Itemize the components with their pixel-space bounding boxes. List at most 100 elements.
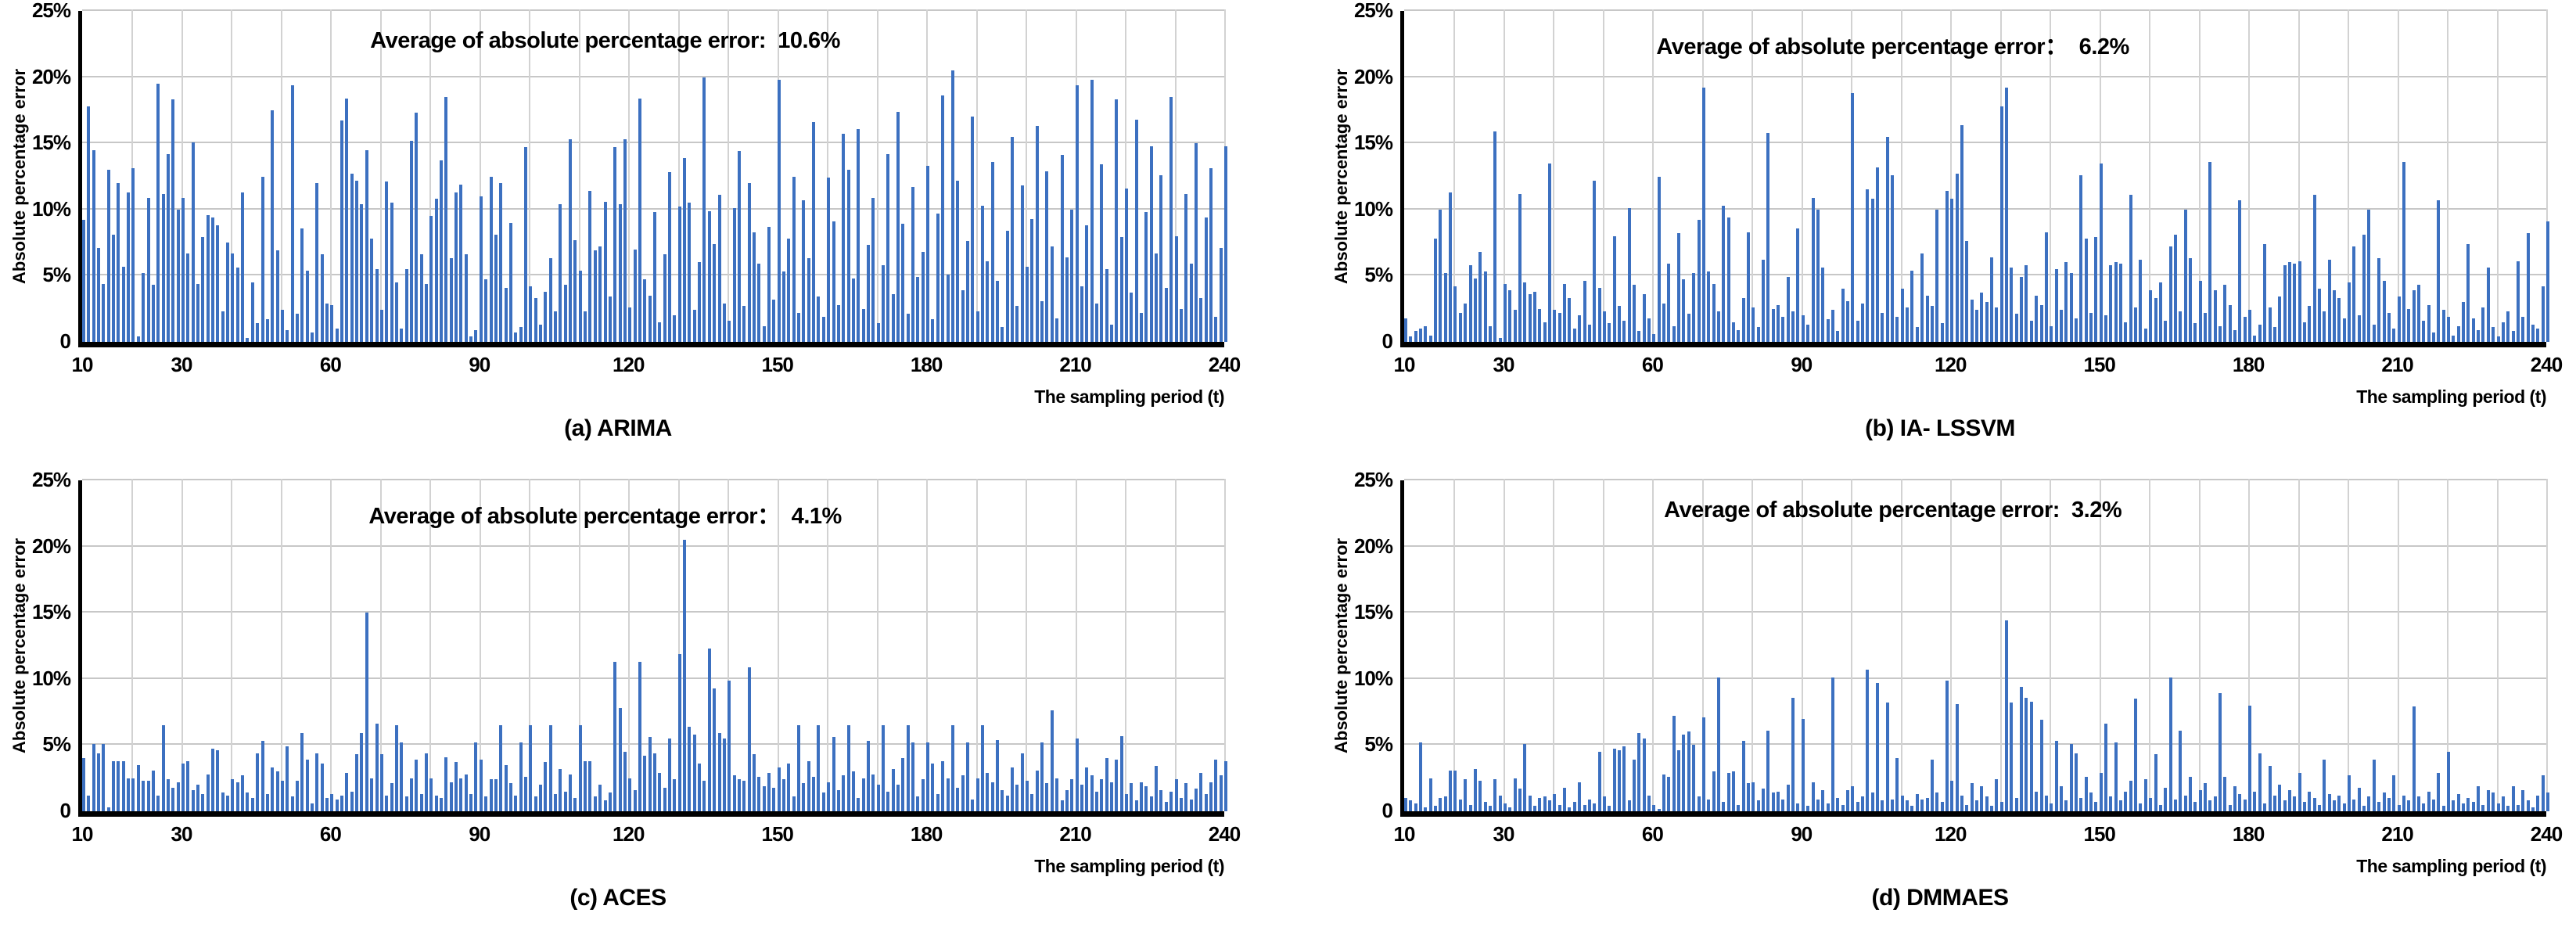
bar: [2456, 325, 2460, 342]
bar: [1831, 310, 1834, 342]
bar: [504, 287, 508, 342]
bar: [1965, 804, 1969, 811]
bar: [1751, 782, 1755, 811]
bar: [2059, 785, 2063, 811]
bar: [821, 792, 825, 811]
vertical-gridline: [578, 479, 580, 811]
bar: [2089, 312, 2093, 342]
bar: [563, 791, 567, 811]
bar: [1930, 306, 1934, 342]
bar: [2074, 753, 2078, 811]
bar: [2054, 268, 2058, 342]
x-tick-label: 60: [1641, 822, 1664, 846]
bar: [1578, 315, 1582, 342]
bar: [1881, 312, 1884, 342]
bar: [2337, 298, 2341, 342]
bar: [1647, 795, 1651, 811]
bar: [151, 285, 155, 342]
bar: [1144, 785, 1148, 811]
bar: [1796, 228, 1800, 342]
bar: [544, 291, 548, 342]
bar: [2233, 329, 2237, 342]
bar: [717, 195, 721, 342]
bar: [1751, 307, 1755, 342]
bar: [1712, 771, 1716, 811]
bar: [2437, 199, 2441, 342]
bar: [2219, 693, 2222, 811]
bar: [688, 203, 692, 342]
bar: [1503, 803, 1507, 811]
bar: [2531, 807, 2535, 811]
bar: [206, 774, 210, 811]
bar: [156, 795, 160, 811]
bar: [1528, 795, 1532, 811]
bar: [1701, 717, 1705, 811]
bar: [1672, 716, 1676, 811]
bar: [802, 199, 806, 342]
bar: [683, 540, 687, 811]
bar: [1647, 318, 1651, 342]
bar: [1731, 771, 1735, 811]
bar: [2124, 322, 2128, 342]
horizontal-gridline: [82, 611, 1226, 613]
bar: [2193, 802, 2197, 811]
bar: [2352, 246, 2356, 342]
vertical-gridline: [2099, 479, 2101, 811]
bar: [335, 799, 339, 811]
bar: [444, 96, 448, 342]
x-tick-label: 210: [1059, 822, 1091, 846]
bar: [1856, 320, 1859, 342]
bar: [2064, 262, 2068, 342]
bar: [1404, 318, 1407, 342]
bar: [2318, 289, 2321, 342]
bar: [156, 84, 160, 342]
bar: [375, 268, 379, 342]
vertical-gridline: [1801, 479, 1803, 811]
bar: [1179, 798, 1183, 811]
bar: [747, 182, 751, 342]
bar: [1920, 799, 1924, 811]
bar: [921, 251, 925, 342]
bar: [554, 311, 558, 342]
bar: [1885, 136, 1889, 342]
bar: [360, 733, 364, 811]
bar: [1140, 312, 1144, 342]
bar: [1856, 802, 1859, 811]
bar: [2164, 320, 2168, 342]
bar: [379, 310, 383, 342]
bar: [737, 779, 741, 811]
bar: [2278, 785, 2282, 811]
bar: [1716, 677, 1720, 811]
bar: [1155, 766, 1159, 811]
bar: [2496, 336, 2500, 342]
x-tick-label: 10: [1393, 822, 1416, 846]
bar: [777, 767, 781, 811]
bar: [1219, 775, 1223, 811]
y-tick-label: 0: [59, 798, 72, 822]
bar: [2372, 325, 2376, 342]
bar: [2541, 286, 2545, 342]
bar: [385, 181, 389, 342]
bar: [1741, 298, 1745, 342]
bar: [2412, 290, 2416, 342]
bar: [2253, 791, 2257, 811]
vertical-gridline: [578, 9, 580, 342]
bar: [663, 254, 666, 342]
bar: [171, 99, 175, 342]
bar: [752, 232, 756, 342]
bar: [1503, 283, 1507, 342]
bar: [1105, 758, 1108, 811]
bar: [449, 782, 453, 811]
bar: [136, 336, 140, 342]
bar: [1930, 760, 1934, 811]
bar: [2025, 697, 2028, 811]
vertical-gridline: [1999, 479, 2002, 811]
bar: [965, 241, 969, 342]
bar: [1453, 286, 1457, 342]
bar: [256, 753, 260, 811]
bar: [971, 117, 975, 342]
bar: [2139, 260, 2143, 342]
bar: [2099, 772, 2103, 811]
x-tick-label: 90: [1791, 353, 1813, 376]
bar: [146, 197, 150, 342]
